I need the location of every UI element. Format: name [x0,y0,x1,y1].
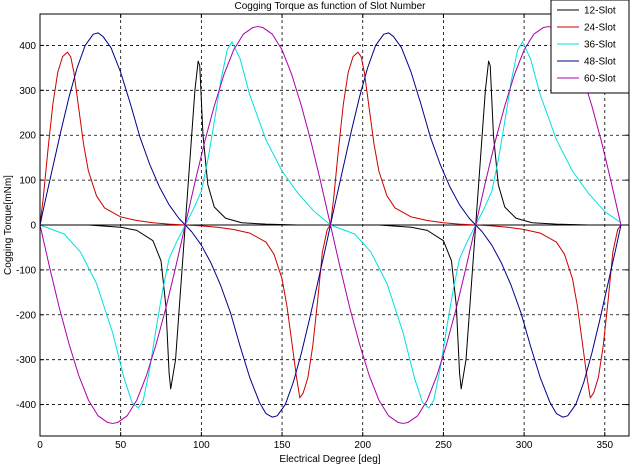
x-tick-label: 100 [193,440,210,451]
legend-entry: 48-Slot [584,57,616,68]
legend-entry: 36-Slot [584,40,616,51]
x-tick-label: 200 [354,440,371,451]
y-tick-label: 200 [19,131,36,142]
series-line-60-slot [39,26,622,424]
x-tick-label: 300 [516,440,533,451]
legend-entry: 60-Slot [584,74,616,85]
series-lines [39,26,622,424]
y-tick-label: -100 [16,265,36,276]
y-tick-label: -300 [16,355,36,366]
y-tick-label: 0 [30,221,36,232]
y-tick-label: 300 [19,86,36,97]
legend: 12-Slot 24-Slot 36-Slot 48-Slot 60-Slot [550,0,630,94]
x-ticks: 0 50 100 150 200 250 300 350 [37,14,614,451]
legend-entry: 12-Slot [584,6,616,17]
y-tick-label: 100 [19,176,36,187]
x-tick-label: 350 [596,440,613,451]
y-tick-label: 400 [19,41,36,52]
x-tick-label: 50 [115,440,127,451]
y-tick-label: -200 [16,310,36,321]
x-tick-label: 250 [435,440,452,451]
x-axis-label: Electrical Degree [deg] [279,454,380,465]
chart-title: Cogging Torque as function of Slot Numbe… [234,1,426,12]
x-tick-label: 150 [274,440,291,451]
y-tick-label: -400 [16,400,36,411]
legend-entry: 24-Slot [584,23,616,34]
y-ticks: -400 -300 -200 -100 0 100 200 300 400 [16,41,629,411]
y-axis-label: Cogging Torque[mNm] [3,175,14,275]
x-tick-label: 0 [37,440,43,451]
